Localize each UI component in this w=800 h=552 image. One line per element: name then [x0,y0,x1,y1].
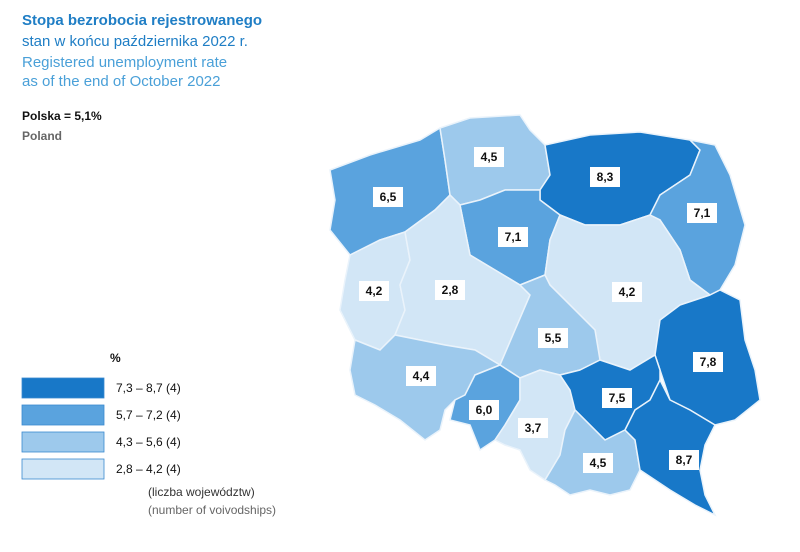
legend-swatch [21,377,105,399]
value-label: 5,5 [545,331,562,345]
national-rate: Polska = 5,1% [22,109,102,123]
voivodship [624,378,717,517]
value-label-box [669,450,699,470]
national-label: Poland [22,129,62,143]
map: 6,5 4,5 8,3 7,1 7,1 4,2 2,8 4,2 5,5 7,8 4,4 6,0 3,7 7… [329,114,761,517]
value-label: 4,2 [366,284,383,298]
value-label: 7,1 [505,230,522,244]
value-label-box [435,280,465,300]
value-label-box [498,227,528,247]
value-label-box [518,418,548,438]
value-label: 4,2 [619,285,636,299]
value-label: 7,8 [700,355,717,369]
value-label-box [693,352,723,372]
value-label-box [406,366,436,386]
value-label: 8,7 [676,453,693,467]
value-label-box [538,328,568,348]
value-label: 4,5 [590,456,607,470]
value-label: 6,5 [380,190,397,204]
legend-note-pl: (liczba województw) [148,485,255,499]
legend-label: 2,8 – 4,2 (4) [116,462,181,476]
legend-swatch [21,458,105,480]
value-label: 2,8 [442,283,459,297]
value-label-box [612,282,642,302]
legend-label: 5,7 – 7,2 (4) [116,408,181,422]
value-label-box [359,281,389,301]
subtitle-en: as of the end of October 2022 [22,73,220,90]
value-label-box [474,147,504,167]
value-label: 4,5 [481,150,498,164]
value-label-box [602,388,632,408]
legend-note-en: (number of voivodships) [148,503,276,517]
legend-swatch [21,404,105,426]
value-label: 3,7 [525,421,542,435]
legend-label: 7,3 – 8,7 (4) [116,381,181,395]
subtitle-pl: stan w końcu października 2022 r. [22,33,248,50]
value-label-box [590,167,620,187]
legend-swatch [21,431,105,453]
title-en: Registered unemployment rate [22,54,227,71]
value-label: 8,3 [597,170,614,184]
value-label-box [583,453,613,473]
value-label-box [687,203,717,223]
value-label: 6,0 [476,403,493,417]
legend-label: 4,3 – 5,6 (4) [116,435,181,449]
value-label: 4,4 [413,369,430,383]
voivodship [543,408,641,496]
legend: 7,3 – 8,7 (4) 5,7 – 7,2 (4) 4,3 – 5,6 (4) 2… [21,377,181,480]
value-label: 7,5 [609,391,626,405]
legend-unit: % [110,351,121,365]
value-label-box [373,187,403,207]
value-label-box [469,400,499,420]
title-pl: Stopa bezrobocia rejestrowanego [22,12,262,29]
value-label: 7,1 [694,206,711,220]
